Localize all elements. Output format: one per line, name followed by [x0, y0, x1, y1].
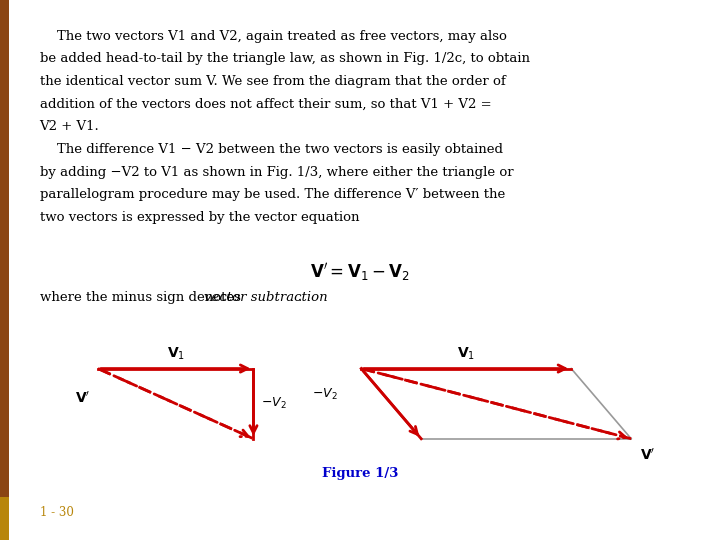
Text: .: . — [298, 291, 302, 303]
Text: be added head-to-tail by the triangle law, as shown in Fig. 1/2c, to obtain: be added head-to-tail by the triangle la… — [40, 52, 530, 65]
Text: where the minus sign denotes: where the minus sign denotes — [40, 291, 245, 303]
Text: $-V_2$: $-V_2$ — [312, 387, 338, 402]
Text: $\mathbf{V'} = \mathbf{V}_1 - \mathbf{V}_2$: $\mathbf{V'} = \mathbf{V}_1 - \mathbf{V}… — [310, 261, 410, 283]
Text: $\mathbf{V}_1$: $\mathbf{V}_1$ — [457, 345, 475, 362]
Text: The difference V1 − V2 between the two vectors is easily obtained: The difference V1 − V2 between the two v… — [40, 143, 503, 156]
Text: $\mathbf{V'}$: $\mathbf{V'}$ — [640, 448, 656, 463]
FancyBboxPatch shape — [0, 497, 9, 540]
Text: $-V_2$: $-V_2$ — [261, 396, 287, 411]
Text: addition of the vectors does not affect their sum, so that V1 + V2 =: addition of the vectors does not affect … — [40, 98, 491, 111]
Text: the identical vector sum V. We see from the diagram that the order of: the identical vector sum V. We see from … — [40, 75, 505, 88]
FancyBboxPatch shape — [0, 0, 9, 497]
Text: $\mathbf{V}_1$: $\mathbf{V}_1$ — [166, 345, 185, 362]
Text: 1 - 30: 1 - 30 — [40, 507, 73, 519]
Text: The two vectors V1 and V2, again treated as free vectors, may also: The two vectors V1 and V2, again treated… — [40, 30, 506, 43]
Text: two vectors is expressed by the vector equation: two vectors is expressed by the vector e… — [40, 211, 359, 224]
Text: $\mathbf{V'}$: $\mathbf{V'}$ — [75, 391, 90, 406]
Text: vector subtraction: vector subtraction — [204, 291, 328, 303]
Text: V2 + V1.: V2 + V1. — [40, 120, 99, 133]
Text: parallelogram procedure may be used. The difference V′ between the: parallelogram procedure may be used. The… — [40, 188, 505, 201]
Text: Figure 1/3: Figure 1/3 — [322, 467, 398, 480]
Text: by adding −V2 to V1 as shown in Fig. 1/3, where either the triangle or: by adding −V2 to V1 as shown in Fig. 1/3… — [40, 166, 513, 179]
